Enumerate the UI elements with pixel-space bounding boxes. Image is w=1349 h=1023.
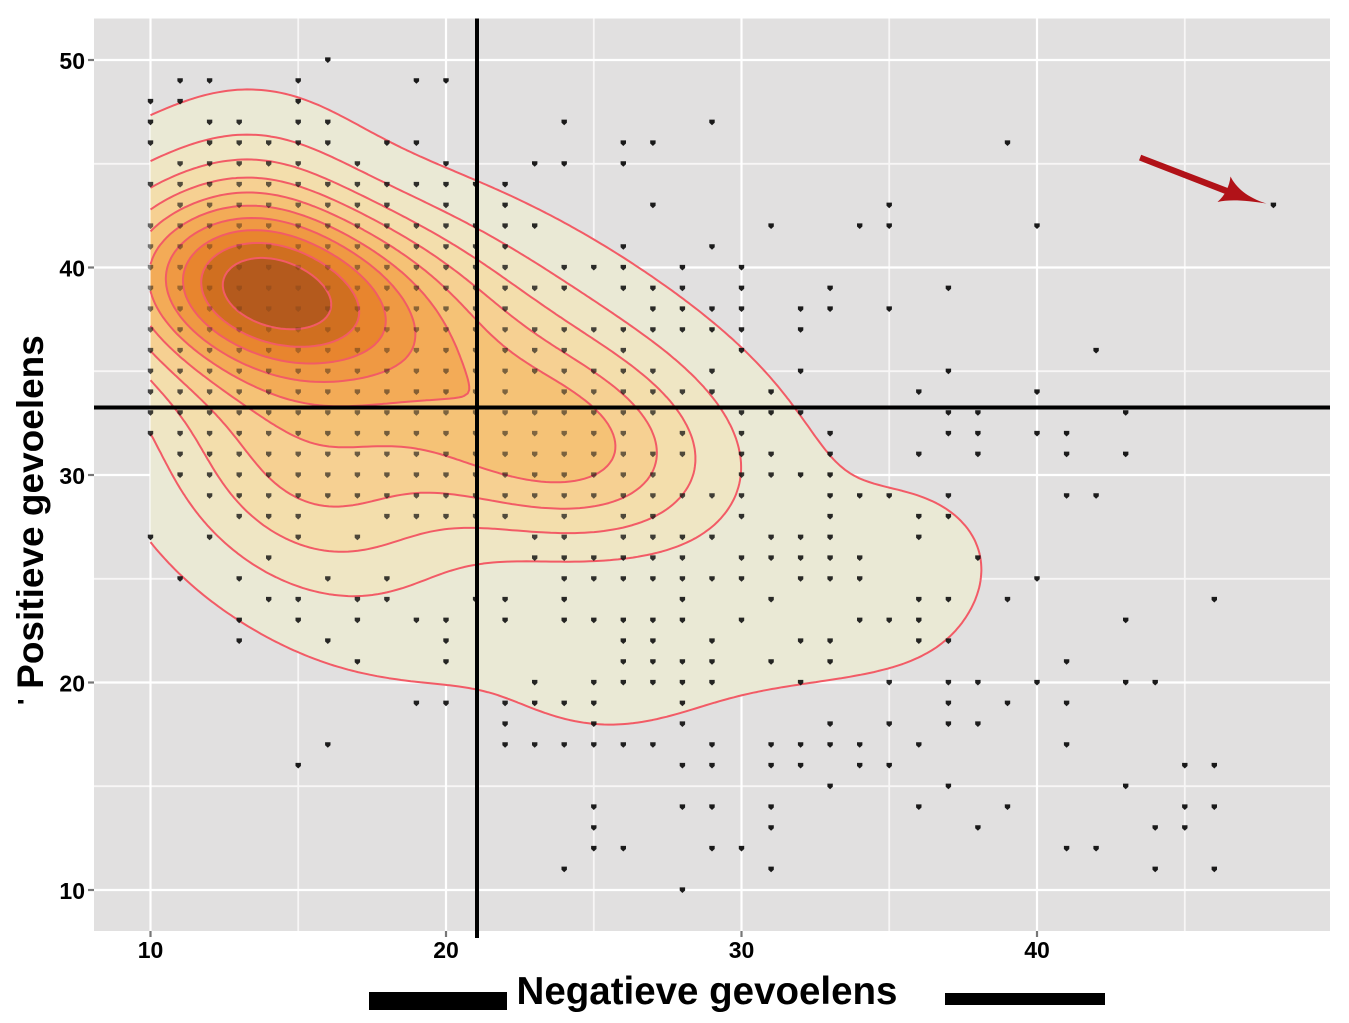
svg-text:20: 20 bbox=[59, 671, 85, 697]
svg-text:30: 30 bbox=[59, 463, 85, 489]
svg-text:Negatieve gevoelens: Negatieve gevoelens bbox=[517, 970, 898, 1013]
svg-text:10: 10 bbox=[59, 878, 85, 904]
svg-text:40: 40 bbox=[1024, 937, 1050, 963]
svg-text:10: 10 bbox=[138, 937, 164, 963]
svg-text:20: 20 bbox=[433, 937, 459, 963]
svg-text:30: 30 bbox=[729, 937, 755, 963]
svg-text:40: 40 bbox=[59, 256, 85, 282]
svg-text:Positieve gevoelens: Positieve gevoelens bbox=[10, 335, 51, 689]
svg-text:50: 50 bbox=[59, 48, 85, 74]
